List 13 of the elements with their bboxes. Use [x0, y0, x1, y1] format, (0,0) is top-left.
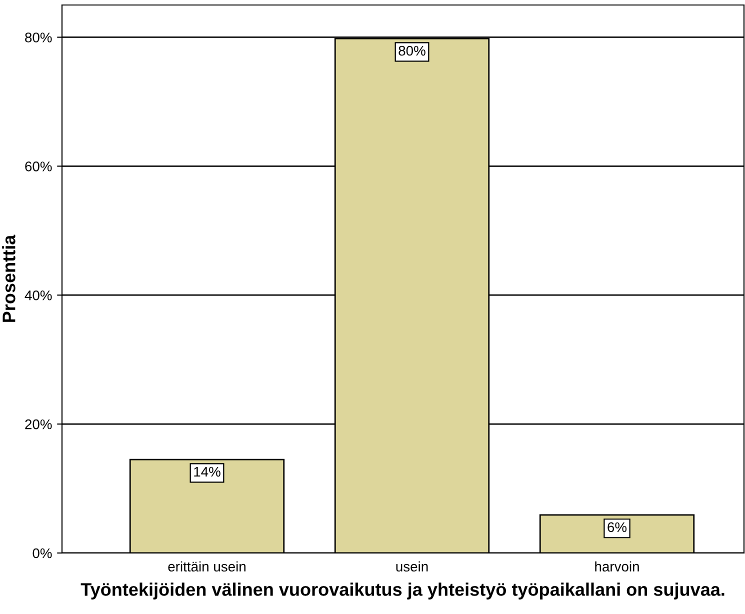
data-label: 14% [194, 466, 220, 477]
y-tick-label: 80% [25, 32, 52, 42]
x-tick-label: harvoin [595, 561, 639, 572]
data-label: 80% [398, 46, 426, 56]
data-label: 6% [608, 522, 627, 532]
y-tick-label: 40% [24, 290, 52, 300]
y-tick-label: 20% [25, 419, 52, 430]
y-axis-title: Prosenttia [2, 234, 16, 322]
y-tick-label: 0% [32, 548, 52, 558]
x-tick-label: usein [396, 561, 428, 572]
x-tick-label: erittäin usein [168, 561, 246, 572]
x-axis-title: Työntekijöiden välinen vuorovaikutus ja yhteistyö työpaikallani on sujuvaa. [80, 582, 724, 600]
y-tick-label: 60% [25, 162, 52, 172]
